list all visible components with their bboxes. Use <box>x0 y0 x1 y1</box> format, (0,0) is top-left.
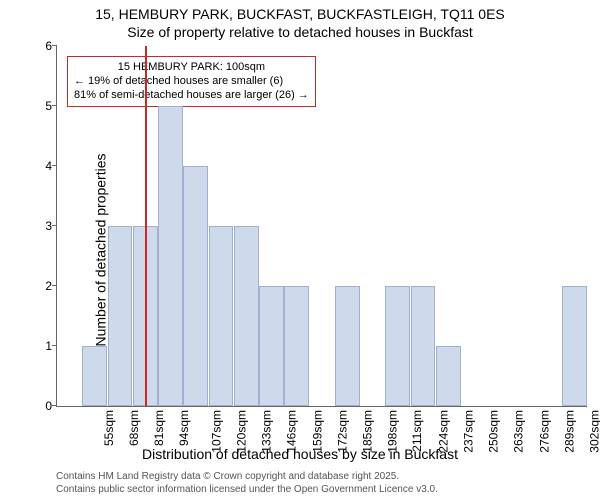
y-tick-label: 3 <box>45 219 57 233</box>
y-tick-mark <box>52 345 57 346</box>
bar <box>436 346 461 406</box>
footer-line-2: Contains public sector information licen… <box>56 483 438 496</box>
bar <box>183 166 208 406</box>
y-tick-mark <box>52 45 57 46</box>
y-tick-label: 6 <box>45 39 57 53</box>
annot-line-3: 81% of semi-detached houses are larger (… <box>74 89 309 103</box>
bar <box>259 286 284 406</box>
x-tick-label: 68sqm <box>127 410 141 446</box>
bar <box>562 286 587 406</box>
bar <box>82 346 107 406</box>
bar <box>411 286 436 406</box>
bar <box>335 286 360 406</box>
y-tick-mark <box>52 225 57 226</box>
x-tick-label: 94sqm <box>177 410 191 446</box>
annot-line-2: ← 19% of detached houses are smaller (6) <box>74 75 309 89</box>
bar <box>158 106 183 406</box>
footer-line-1: Contains HM Land Registry data © Crown c… <box>56 470 438 483</box>
y-tick-label: 4 <box>45 159 57 173</box>
bar <box>209 226 234 406</box>
y-tick-mark <box>52 165 57 166</box>
annot-line-1: 15 HEMBURY PARK: 100sqm <box>74 61 309 75</box>
y-tick-label: 1 <box>45 339 57 353</box>
reference-marker <box>145 46 147 406</box>
chart-title: 15, HEMBURY PARK, BUCKFAST, BUCKFASTLEIG… <box>0 6 600 22</box>
y-tick-label: 5 <box>45 99 57 113</box>
bar <box>284 286 309 406</box>
bar <box>234 226 259 406</box>
plot-area: 15 HEMBURY PARK: 100sqm ← 19% of detache… <box>56 46 587 407</box>
x-axis-label: Distribution of detached houses by size … <box>0 446 600 462</box>
chart-stage: 15, HEMBURY PARK, BUCKFAST, BUCKFASTLEIG… <box>0 0 600 500</box>
chart-subtitle: Size of property relative to detached ho… <box>0 24 600 40</box>
x-tick-label: 55sqm <box>102 410 116 446</box>
y-tick-mark <box>52 285 57 286</box>
x-tick-label: 81sqm <box>152 410 166 446</box>
footer-attribution: Contains HM Land Registry data © Crown c… <box>56 470 438 496</box>
y-tick-label: 2 <box>45 279 57 293</box>
y-tick-mark <box>52 405 57 406</box>
y-tick-mark <box>52 105 57 106</box>
marker-annotation: 15 HEMBURY PARK: 100sqm ← 19% of detache… <box>67 56 316 107</box>
y-tick-label: 0 <box>45 399 57 413</box>
bar <box>385 286 410 406</box>
bar <box>108 226 133 406</box>
